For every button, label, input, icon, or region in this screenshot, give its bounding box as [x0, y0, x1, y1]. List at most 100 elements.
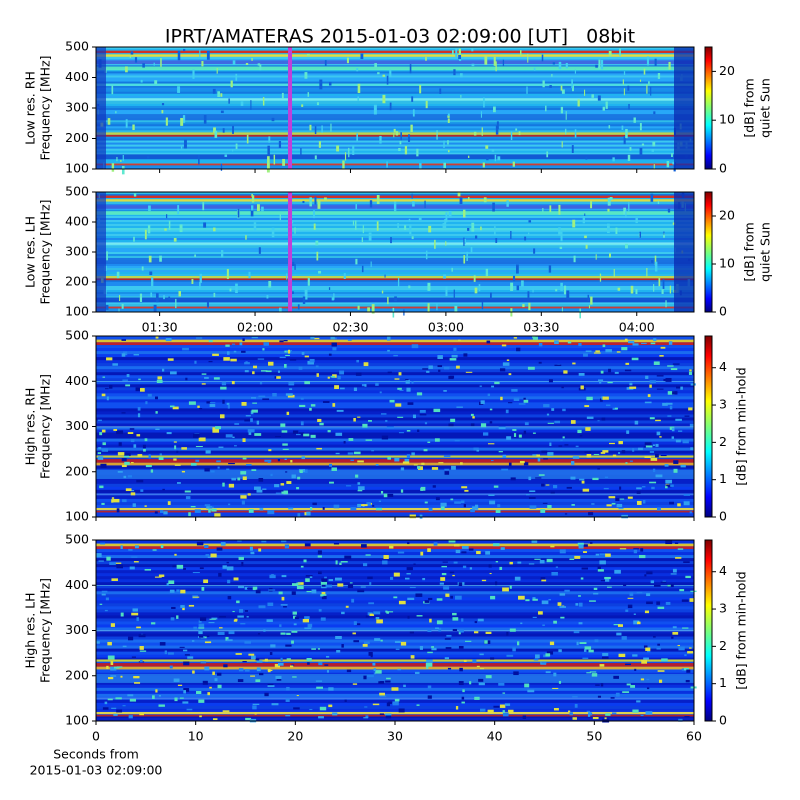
spectrogram-speck — [357, 305, 360, 310]
spectrogram-speck — [122, 645, 127, 648]
spectrogram-speck — [154, 80, 158, 85]
spectrogram-speck — [632, 343, 639, 346]
spectrogram-row — [96, 236, 694, 239]
spectrogram-speck — [262, 348, 265, 351]
spectrogram-speck — [431, 646, 435, 648]
spectrogram-speck — [586, 454, 592, 458]
spectrogram-speck — [170, 617, 175, 621]
spectrogram-speck — [427, 695, 432, 699]
spectrogram-speck — [600, 370, 604, 374]
spectrogram-speck — [483, 97, 485, 108]
spectrogram-speck — [365, 439, 373, 441]
spectrogram-speck — [267, 156, 270, 164]
spectrogram-speck — [176, 589, 180, 593]
spectrogram-speck — [644, 401, 652, 404]
spectrogram-row — [96, 627, 694, 631]
spectrogram-band — [96, 543, 694, 547]
spectrogram-row — [96, 308, 694, 311]
spectrogram-speck — [445, 286, 448, 297]
spectrogram-speck — [259, 507, 264, 511]
spectrogram-speck — [380, 639, 383, 642]
spectrogram-speck — [175, 298, 177, 309]
spectrogram-speck — [646, 267, 648, 277]
spectrogram-speck — [219, 414, 225, 419]
spectrogram-speck — [124, 461, 130, 465]
spectrogram-speck — [570, 461, 575, 465]
spectrogram-speck — [123, 475, 127, 479]
spectrogram-speck — [565, 62, 568, 69]
spectrogram-row — [96, 477, 694, 482]
spectrogram-speck — [407, 541, 410, 545]
spectrogram-speck — [182, 347, 189, 351]
spectrogram-speck — [109, 562, 116, 565]
spectrogram-speck — [444, 657, 450, 660]
spectrogram-speck — [120, 612, 124, 617]
colorbar-tick-label: 4 — [719, 359, 727, 374]
spectrogram-speck — [657, 200, 660, 205]
spectrogram-speck — [427, 685, 432, 689]
spectrogram-speck — [499, 368, 506, 372]
spectrogram-speck — [577, 542, 584, 546]
spectrogram-speck — [541, 661, 547, 664]
spectrogram-speck — [362, 225, 364, 234]
spectrogram-speck — [252, 371, 255, 375]
spectrogram-speck — [487, 709, 494, 714]
spectrogram-speck — [161, 110, 164, 114]
spectrogram-speck — [357, 96, 359, 101]
spectrogram-speck — [258, 605, 266, 609]
spectrogram-row — [96, 417, 694, 421]
spectrogram-speck — [199, 273, 202, 283]
spectrogram-speck — [376, 221, 379, 231]
spectrogram-speck — [188, 604, 195, 607]
spectrogram-speck — [183, 688, 190, 692]
spectrogram-speck — [390, 576, 394, 580]
spectrogram-speck — [438, 369, 441, 372]
spectrogram-speck — [644, 442, 652, 446]
spectrogram-speck — [623, 71, 626, 76]
spectrogram-speck — [638, 447, 643, 451]
spectrogram-speck — [174, 464, 181, 466]
spectrogram-speck — [172, 406, 179, 410]
spectrogram-speck — [138, 378, 141, 381]
spectrogram-speck — [296, 582, 301, 584]
spectrogram-speck — [458, 339, 461, 341]
spectrogram-speck — [480, 111, 482, 118]
spectrogram-speck — [387, 296, 389, 305]
spectrogram-row — [96, 85, 694, 89]
spectrogram-row — [96, 270, 694, 273]
spectrogram-row — [96, 75, 694, 78]
spectrogram-speck — [553, 707, 559, 711]
spectrogram-speck — [446, 634, 452, 637]
spectrogram-row — [96, 288, 694, 291]
spectrogram-speck — [453, 69, 456, 76]
spectrogram-speck — [257, 358, 265, 360]
spectrogram-speck — [584, 213, 586, 216]
spectrogram-speck — [353, 451, 361, 455]
spectrogram-speck — [276, 376, 281, 379]
spectrogram-row — [96, 216, 694, 219]
spectrogram-speck — [526, 86, 528, 94]
spectrogram-speck — [574, 555, 581, 559]
spectrogram-row — [96, 660, 694, 665]
spectrogram-speck — [319, 422, 324, 426]
spectrogram-speck — [327, 376, 330, 379]
spectrogram-speck — [587, 294, 589, 302]
spectrogram-speck — [608, 496, 616, 499]
spectrogram-band — [96, 83, 694, 87]
spectrogram-row — [96, 192, 694, 195]
spectrogram-speck — [373, 611, 381, 615]
spectrogram-speck — [423, 449, 428, 452]
spectrogram-row — [96, 564, 694, 568]
spectrogram-speck — [444, 471, 450, 475]
spectrogram-speck — [545, 653, 551, 657]
spectrogram-row — [96, 552, 694, 556]
spectrogram-speck — [379, 391, 382, 394]
spectrogram-speck — [185, 377, 188, 381]
spectrogram-row — [96, 266, 694, 269]
spectrogram-speck — [353, 621, 357, 625]
spectrogram-speck — [135, 387, 141, 392]
spectrogram-speck — [447, 667, 452, 670]
spectrogram-speck — [153, 304, 157, 313]
spectrogram-speck — [538, 474, 545, 476]
